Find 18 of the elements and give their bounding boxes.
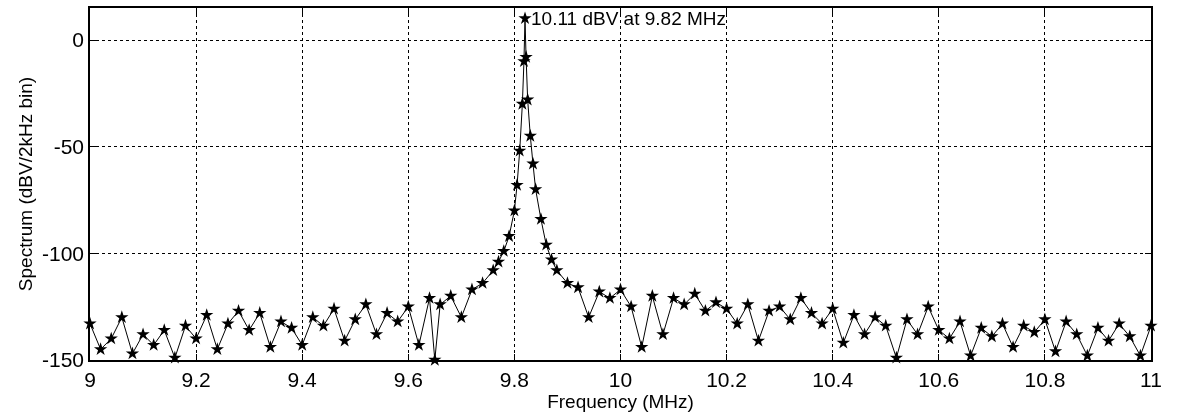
- y-tick-label: -150: [42, 348, 85, 372]
- x-tick-label: 10.2: [706, 367, 748, 391]
- y-tick-label: -100: [42, 241, 85, 265]
- x-tick-label: 9.2: [181, 367, 211, 391]
- x-tick-label: 9: [84, 367, 96, 391]
- x-tick-label: 10.6: [918, 367, 960, 391]
- x-tick-label: 9.6: [393, 367, 423, 391]
- y-axis-title: Spectrum (dBV/2kHz bin): [15, 76, 37, 292]
- x-tick-label: 11: [1140, 367, 1162, 391]
- x-tick-label: 9.8: [499, 367, 529, 391]
- x-tick-label: 10.4: [812, 367, 854, 391]
- x-tick-label: 10.8: [1024, 367, 1066, 391]
- x-axis-title: Frequency (MHz): [547, 390, 694, 412]
- annotation: 10.11 dBV at 9.82 MHz: [531, 8, 727, 29]
- x-tick-label: 10: [608, 367, 633, 391]
- y-tick-label: -50: [53, 135, 85, 159]
- x-tick-label: 9.4: [287, 367, 318, 391]
- y-tick-label: 0: [72, 28, 85, 52]
